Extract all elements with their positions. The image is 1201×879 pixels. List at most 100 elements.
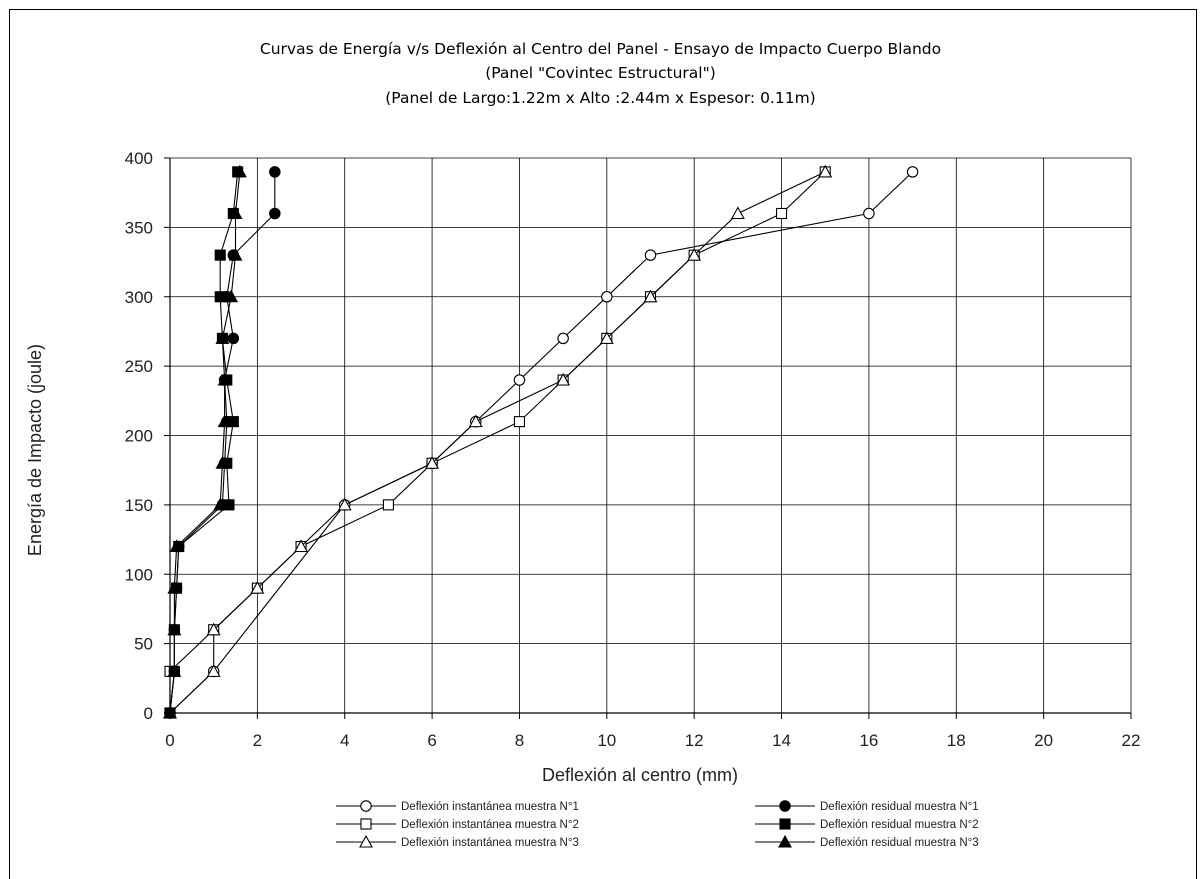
x-tick-label: 4 <box>340 731 349 750</box>
data-point <box>643 289 658 303</box>
data-point <box>556 372 571 386</box>
y-tick-label: 100 <box>125 565 153 584</box>
legend-label: Deflexión instantánea muestra N°1 <box>401 801 579 813</box>
series-line <box>169 171 826 714</box>
x-tick-label: 6 <box>427 731 436 750</box>
y-tick-label: 150 <box>125 496 153 515</box>
data-point <box>163 705 177 719</box>
data-point <box>513 374 526 386</box>
data-point <box>227 332 240 345</box>
data-point <box>167 580 182 594</box>
legend-item: Deflexión instantánea muestra N°1 <box>336 800 579 813</box>
data-point <box>217 414 232 428</box>
data-point <box>468 414 483 428</box>
data-point <box>644 249 657 261</box>
grid-lines <box>170 157 1132 713</box>
data-point <box>513 416 526 428</box>
x-tick-label: 12 <box>685 731 704 750</box>
x-tick-label: 20 <box>1034 731 1053 750</box>
legend: Deflexión instantánea muestra N°1 Deflexi… <box>336 800 979 849</box>
y-tick-label: 250 <box>125 357 153 376</box>
data-point <box>269 207 281 220</box>
data-point <box>206 622 221 636</box>
data-point <box>730 206 745 220</box>
y-tick-label: 300 <box>125 288 153 307</box>
chart-subtitle-dimensions: (Panel de Largo:1.22m x Alto :2.44m x Es… <box>385 89 816 107</box>
chart-subtitle-panel: (Panel "Covintec Estructural") <box>485 64 716 82</box>
x-tick-label: 10 <box>597 731 616 750</box>
x-tick-label: 18 <box>947 731 966 750</box>
chart-frame <box>9 9 1197 879</box>
data-point <box>224 289 239 303</box>
data-point <box>214 291 226 303</box>
data-point <box>250 580 265 594</box>
data-point <box>169 539 184 553</box>
series-6 <box>163 164 247 719</box>
y-tick-label: 200 <box>125 427 153 446</box>
legend-item: Deflexión instantánea muestra N°2 <box>336 818 579 831</box>
series-layer <box>163 164 919 719</box>
data-point <box>214 249 226 261</box>
series-line <box>169 171 239 714</box>
legend-label: Deflexión residual muestra N°2 <box>820 819 979 831</box>
data-point <box>557 332 569 345</box>
legend-label: Deflexión instantánea muestra N°2 <box>401 819 579 831</box>
series-line <box>169 171 826 713</box>
legend-item: Deflexión residual muestra N°1 <box>755 800 979 813</box>
x-tick-label: 8 <box>515 731 524 750</box>
tick-labels: 0 2 4 6 8 10 12 14 16 18 20 22 0 50 100 150 200 250 300 350… <box>125 149 1141 750</box>
data-point <box>382 499 394 511</box>
data-point <box>425 456 440 469</box>
data-point <box>206 664 221 677</box>
legend-item: Deflexión instantánea muestra N°3 <box>336 834 579 849</box>
x-tick-label: 16 <box>859 731 878 750</box>
legend-marker <box>779 800 791 812</box>
data-point <box>775 207 788 220</box>
series-line <box>169 171 913 714</box>
y-tick-label: 50 <box>134 635 153 654</box>
legend-item: Deflexión residual muestra N°3 <box>755 834 979 849</box>
data-point <box>167 622 182 636</box>
data-point <box>687 247 702 261</box>
x-axis-label: Deflexión al centro (mm) <box>542 765 738 785</box>
data-point <box>601 290 613 303</box>
x-tick-label: 22 <box>1122 731 1141 750</box>
data-point <box>232 164 247 178</box>
legend-marker <box>779 818 791 830</box>
series-1 <box>164 166 919 719</box>
legend-marker <box>359 834 373 848</box>
chart-title: Curvas de Energía v/s Deflexión al Centr… <box>259 40 942 58</box>
data-point <box>863 207 875 220</box>
legend-marker <box>778 834 792 848</box>
legend-marker <box>360 800 372 812</box>
data-point <box>213 497 228 511</box>
data-point <box>228 247 243 261</box>
legend-label: Deflexión residual muestra N°3 <box>820 837 979 849</box>
data-point <box>294 539 308 553</box>
x-tick-label: 2 <box>253 731 262 750</box>
data-point <box>269 166 281 178</box>
legend-label: Deflexión instantánea muestra N°3 <box>401 837 579 849</box>
data-point <box>215 331 230 344</box>
data-point <box>215 456 230 469</box>
axes <box>164 157 1132 719</box>
series-2 <box>164 166 831 719</box>
legend-label: Deflexión residual muestra N°1 <box>820 801 979 813</box>
series-3 <box>163 164 833 719</box>
data-point <box>818 164 833 178</box>
data-point <box>228 206 243 220</box>
y-tick-label: 350 <box>125 218 153 237</box>
legend-item: Deflexión residual muestra N°2 <box>755 818 979 831</box>
x-tick-label: 0 <box>165 731 174 750</box>
y-axis-label: Energía de Impacto (joule) <box>25 344 45 556</box>
y-tick-label: 0 <box>144 704 153 723</box>
y-tick-label: 400 <box>125 149 153 168</box>
data-point <box>167 664 182 677</box>
data-point <box>599 331 614 344</box>
series-5 <box>164 166 244 719</box>
data-point <box>217 372 232 386</box>
data-point <box>906 166 919 178</box>
legend-marker <box>360 818 372 830</box>
x-tick-label: 14 <box>772 731 791 750</box>
